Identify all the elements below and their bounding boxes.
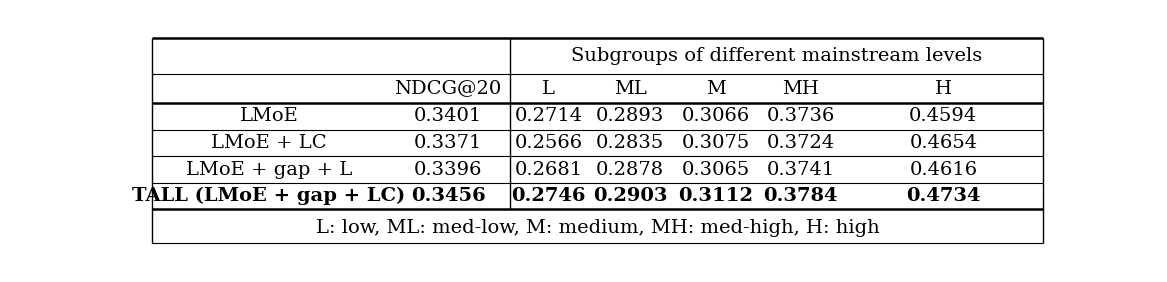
Text: 0.3741: 0.3741 (767, 160, 834, 179)
Text: 0.3724: 0.3724 (767, 134, 834, 152)
Text: 0.4654: 0.4654 (909, 134, 978, 152)
Text: 0.2714: 0.2714 (515, 107, 584, 125)
Text: LMoE + LC: LMoE + LC (211, 134, 327, 152)
Text: M: M (706, 80, 726, 98)
Text: 0.3736: 0.3736 (767, 107, 834, 125)
Text: 0.4616: 0.4616 (909, 160, 978, 179)
Text: 0.2566: 0.2566 (515, 134, 584, 152)
Text: NDCG@20: NDCG@20 (394, 80, 502, 98)
Text: 0.3401: 0.3401 (414, 107, 482, 125)
Text: 0.2893: 0.2893 (596, 107, 664, 125)
Text: 0.2835: 0.2835 (596, 134, 664, 152)
Text: 0.2903: 0.2903 (593, 187, 668, 205)
Text: L: L (543, 80, 555, 98)
Text: 0.2746: 0.2746 (511, 187, 586, 205)
Text: 0.3065: 0.3065 (682, 160, 749, 179)
Text: TALL (LMoE + gap + LC): TALL (LMoE + gap + LC) (133, 187, 406, 205)
Text: 0.4594: 0.4594 (909, 107, 978, 125)
Text: Subgroups of different mainstream levels: Subgroups of different mainstream levels (571, 47, 983, 65)
Text: 0.3066: 0.3066 (682, 107, 749, 125)
Text: 0.3112: 0.3112 (678, 187, 753, 205)
Text: LMoE + gap + L: LMoE + gap + L (186, 160, 352, 179)
Text: 0.3784: 0.3784 (763, 187, 838, 205)
Text: L: low, ML: med-low, M: medium, MH: med-high, H: high: L: low, ML: med-low, M: medium, MH: med-… (316, 219, 880, 237)
Text: 0.3371: 0.3371 (414, 134, 482, 152)
Text: 0.2681: 0.2681 (515, 160, 584, 179)
Text: 0.2878: 0.2878 (596, 160, 664, 179)
Text: ML: ML (614, 80, 647, 98)
Text: 0.3456: 0.3456 (411, 187, 485, 205)
Text: 0.3075: 0.3075 (682, 134, 749, 152)
Text: LMoE: LMoE (239, 107, 299, 125)
Text: 0.3396: 0.3396 (414, 160, 482, 179)
Text: MH: MH (782, 80, 819, 98)
Text: 0.4734: 0.4734 (906, 187, 980, 205)
Text: H: H (935, 80, 952, 98)
